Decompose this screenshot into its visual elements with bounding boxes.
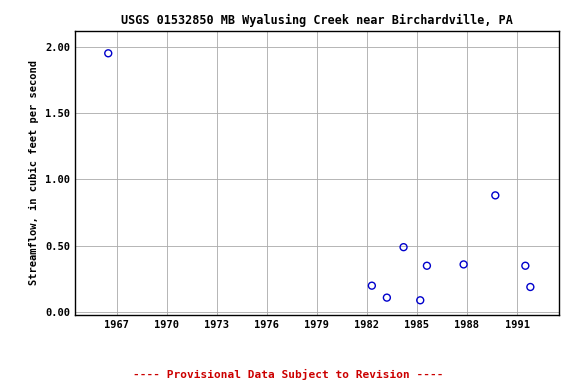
Point [491,192,500,199]
Point [399,244,408,250]
Point [521,263,530,269]
Point [382,295,392,301]
Point [526,284,535,290]
Point [459,262,468,268]
Point [367,283,377,289]
Title: USGS 01532850 MB Wyalusing Creek near Birchardville, PA: USGS 01532850 MB Wyalusing Creek near Bi… [121,14,513,27]
Point [416,297,425,303]
Y-axis label: Streamflow, in cubic feet per second: Streamflow, in cubic feet per second [29,60,40,285]
Text: ---- Provisional Data Subject to Revision ----: ---- Provisional Data Subject to Revisio… [132,369,444,380]
Point [104,50,113,56]
Point [422,263,431,269]
